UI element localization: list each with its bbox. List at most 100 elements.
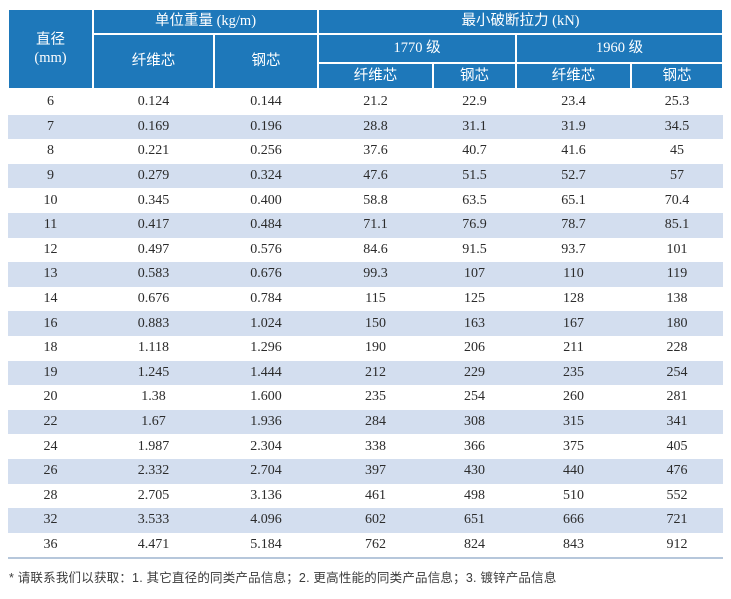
cell-diameter: 6: [47, 94, 54, 110]
cell-bf-1770-fiber-core: 235: [365, 389, 386, 405]
header-grade-1770: 1770 级: [317, 33, 517, 64]
table-row: 28 2.705 3.136 461 498 510 552: [8, 484, 723, 509]
cell-bf-1770-fiber-core: 58.8: [363, 192, 388, 208]
cell-weight-fiber-core: 0.676: [137, 291, 170, 307]
header-unit-weight: 单位重量 (kg/m): [92, 8, 319, 35]
cell-bf-1960-fiber-core: 510: [563, 487, 584, 503]
cell-weight-steel-core: 1.296: [250, 340, 282, 356]
cell-bf-1770-fiber-core: 115: [365, 291, 386, 307]
cell-bf-1770-fiber-core: 602: [365, 512, 386, 528]
cell-bf-1960-steel-core: 281: [666, 389, 688, 405]
cell-bf-1770-fiber-core: 762: [365, 536, 386, 552]
cell-bf-1960-fiber-core: 315: [563, 414, 584, 430]
cell-diameter: 32: [43, 512, 58, 528]
cell-weight-steel-core: 0.484: [250, 217, 282, 233]
cell-diameter: 16: [43, 315, 58, 331]
cell-weight-steel-core: 3.136: [250, 487, 282, 503]
cell-weight-fiber-core: 3.533: [137, 512, 170, 528]
cell-weight-steel-core: 4.096: [250, 512, 282, 528]
cell-bf-1960-steel-core: 138: [666, 291, 688, 307]
cell-bf-1770-steel-core: 366: [464, 438, 485, 454]
cell-bf-1960-fiber-core: 65.1: [561, 192, 586, 208]
table-row: 24 1.987 2.304 338 366 375 405: [8, 434, 723, 459]
cell-bf-1960-steel-core: 34.5: [664, 118, 690, 134]
header-grade-1960: 1960 级: [514, 33, 725, 64]
cell-diameter: 8: [47, 143, 54, 159]
cell-bf-1770-fiber-core: 28.8: [363, 118, 388, 134]
cell-diameter: 7: [47, 118, 54, 134]
cell-weight-steel-core: 1.600: [250, 389, 282, 405]
cell-weight-steel-core: 5.184: [250, 536, 282, 552]
cell-bf-1770-steel-core: 51.5: [462, 168, 487, 184]
cell-bf-1770-steel-core: 31.1: [462, 118, 487, 134]
cell-weight-fiber-core: 0.883: [137, 315, 170, 331]
table-header: 直径 (mm) 单位重量 (kg/m) 最小破断拉力 (kN) 纤维芯 钢芯 1…: [7, 8, 725, 90]
cell-bf-1770-fiber-core: 461: [365, 487, 386, 503]
cell-weight-steel-core: 1.024: [250, 315, 282, 331]
table-row: 16 0.883 1.024 150 163 167 180: [8, 311, 724, 336]
cell-bf-1960-fiber-core: 23.4: [561, 94, 586, 110]
cell-bf-1960-steel-core: 101: [666, 241, 688, 257]
cell-weight-steel-core: 0.196: [250, 118, 282, 134]
cell-weight-steel-core: 0.400: [250, 192, 282, 208]
cell-bf-1770-fiber-core: 84.6: [363, 241, 388, 257]
cell-weight-steel-core: 0.784: [250, 291, 282, 307]
cell-diameter: 28: [43, 487, 58, 503]
cell-bf-1770-steel-core: 498: [464, 487, 485, 503]
cell-bf-1960-fiber-core: 78.7: [561, 217, 586, 233]
header-weight-fiber-core: 纤维芯: [92, 33, 215, 90]
cell-diameter: 26: [43, 463, 58, 479]
cell-bf-1960-steel-core: 25.3: [664, 94, 690, 110]
cell-bf-1770-steel-core: 22.9: [462, 94, 487, 110]
cell-bf-1770-fiber-core: 397: [365, 463, 386, 479]
cell-bf-1960-fiber-core: 110: [563, 266, 584, 282]
table-row: 8 0.221 0.256 37.6 40.7 41.6 45: [8, 139, 723, 164]
cell-weight-fiber-core: 4.471: [137, 536, 170, 552]
cell-diameter: 22: [43, 414, 58, 430]
cell-bf-1960-steel-core: 341: [666, 414, 688, 430]
header-1960-fiber-core: 纤维芯: [515, 62, 632, 90]
cell-weight-steel-core: 1.444: [250, 364, 282, 380]
cell-bf-1960-steel-core: 180: [666, 315, 688, 331]
cell-bf-1960-steel-core: 228: [666, 340, 688, 356]
cell-bf-1960-fiber-core: 375: [563, 438, 584, 454]
cell-bf-1960-steel-core: 912: [666, 536, 688, 552]
wire-rope-spec-table: 直径 (mm) 单位重量 (kg/m) 最小破断拉力 (kN) 纤维芯 钢芯 1…: [7, 8, 725, 560]
table-row: 13 0.583 0.676 99.3 107 110 119: [8, 262, 724, 287]
cell-bf-1960-steel-core: 476: [666, 463, 688, 479]
cell-bf-1960-fiber-core: 93.7: [561, 241, 586, 257]
cell-bf-1960-steel-core: 57: [670, 168, 684, 184]
cell-bf-1960-fiber-core: 235: [563, 364, 584, 380]
cell-weight-steel-core: 0.576: [250, 241, 282, 257]
cell-bf-1770-fiber-core: 150: [365, 315, 386, 331]
table-row: 12 0.497 0.576 84.6 91.5 93.7 101: [8, 238, 723, 263]
cell-weight-steel-core: 0.144: [250, 94, 282, 110]
cell-bf-1960-fiber-core: 666: [563, 512, 584, 528]
cell-bf-1770-fiber-core: 37.6: [363, 143, 388, 159]
cell-weight-fiber-core: 2.332: [137, 463, 170, 479]
cell-bf-1960-fiber-core: 31.9: [561, 118, 586, 134]
cell-bf-1770-steel-core: 254: [464, 389, 485, 405]
cell-weight-steel-core: 0.676: [250, 266, 282, 282]
table-row: 22 1.67 1.936 284 308 315 341: [8, 409, 724, 435]
cell-bf-1770-fiber-core: 212: [365, 364, 386, 380]
cell-bf-1770-fiber-core: 47.6: [363, 168, 388, 184]
cell-bf-1960-fiber-core: 167: [563, 315, 584, 331]
cell-diameter: 24: [43, 438, 58, 454]
cell-weight-fiber-core: 1.38: [141, 389, 166, 405]
cell-bf-1770-steel-core: 63.5: [462, 192, 487, 208]
cell-bf-1770-steel-core: 91.5: [462, 241, 487, 257]
cell-bf-1960-fiber-core: 843: [563, 536, 584, 552]
cell-bf-1960-steel-core: 119: [666, 266, 688, 282]
cell-bf-1770-fiber-core: 21.2: [363, 94, 388, 110]
table-row: 26 2.332 2.704 397 430 440 476: [8, 458, 724, 484]
header-diameter-unit: (mm): [34, 50, 67, 66]
cell-bf-1960-fiber-core: 128: [563, 291, 584, 307]
header-diameter-label: 直径: [36, 31, 65, 48]
footnote: * 请联系我们以获取：1. 其它直径的同类产品信息；2. 更高性能的同类产品信息…: [9, 571, 557, 586]
cell-weight-fiber-core: 1.245: [137, 364, 170, 380]
table-row: 19 1.245 1.444 212 229 235 254: [8, 360, 724, 386]
cell-bf-1770-fiber-core: 190: [365, 340, 386, 356]
cell-diameter: 18: [43, 340, 58, 356]
cell-weight-steel-core: 0.256: [250, 143, 282, 159]
